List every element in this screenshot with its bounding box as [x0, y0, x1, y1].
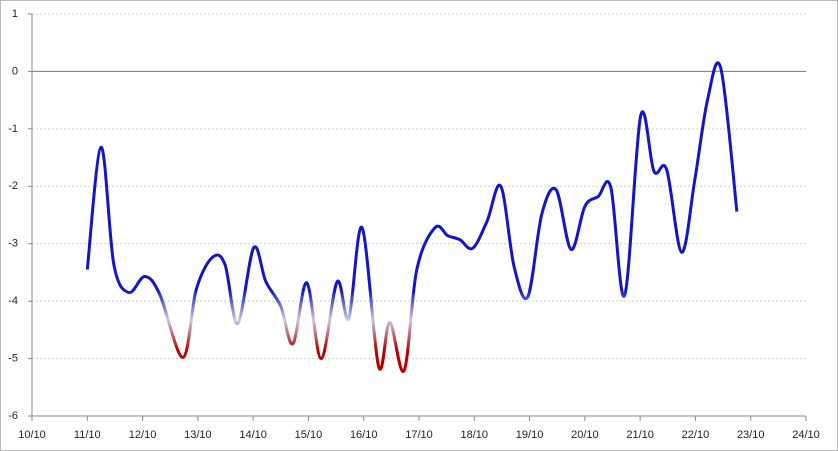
y-tick-label: -2	[8, 180, 18, 192]
x-tick-label: 13/10	[184, 429, 212, 441]
y-tick-label: 1	[12, 8, 18, 20]
x-tick-label: 11/10	[74, 429, 101, 441]
y-tick-label: -4	[8, 295, 18, 307]
x-tick-label: 18/10	[461, 429, 489, 441]
x-tick-label: 14/10	[239, 429, 267, 441]
x-tick-label: 20/10	[571, 429, 599, 441]
x-tick-label: 16/10	[350, 429, 378, 441]
x-tick-label: 17/10	[405, 429, 433, 441]
y-tick-label: 0	[12, 65, 18, 77]
y-tick-label: -6	[8, 410, 18, 422]
x-tick-label: 12/10	[129, 429, 157, 441]
x-tick-label: 19/10	[516, 429, 544, 441]
y-tick-label: -1	[8, 123, 18, 135]
x-tick-label: 21/10	[626, 429, 654, 441]
x-tick-label: 22/10	[682, 429, 710, 441]
x-tick-label: 24/10	[792, 429, 820, 441]
y-tick-label: -3	[8, 238, 18, 250]
y-tick-label: -5	[8, 352, 18, 364]
x-tick-label: 23/10	[737, 429, 765, 441]
x-tick-label: 10/10	[18, 429, 46, 441]
line	[85, 61, 739, 373]
x-tick-label: 15/10	[295, 429, 323, 441]
plot: -6 -5 -4 -3 -2 -1 0 1 10/10 11/10 12/10 13/10 14/10 1…	[8, 8, 820, 441]
